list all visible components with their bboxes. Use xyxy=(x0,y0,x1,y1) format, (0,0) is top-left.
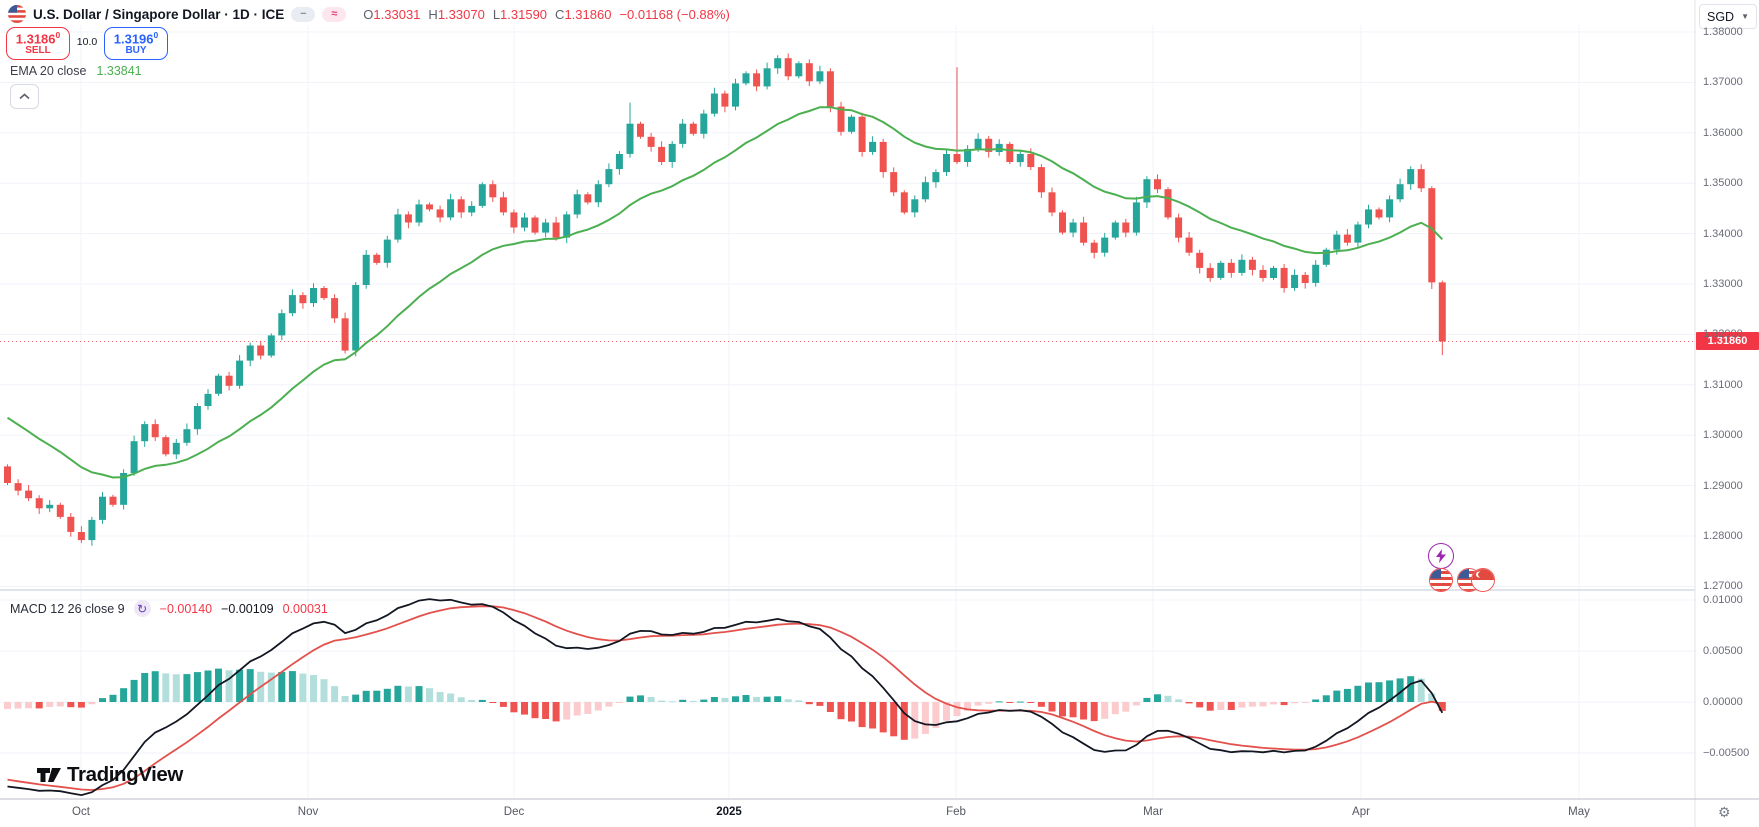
usd-flag-icon xyxy=(8,5,26,23)
time-tick-label: Dec xyxy=(503,806,525,818)
symbol-header: U.S. Dollar / Singapore Dollar · 1D · IC… xyxy=(8,5,730,23)
price-tick-label: 1.28000 xyxy=(1703,530,1743,542)
ema-value: 1.33841 xyxy=(96,64,142,78)
buy-button[interactable]: 1.31960 BUY xyxy=(104,27,168,60)
macd-signal-value: 0.00031 xyxy=(282,601,328,616)
time-tick-label: Mar xyxy=(1143,806,1163,818)
macd-tick-label: 0.01000 xyxy=(1703,594,1743,606)
change-value: −0.01168 (−0.88%) xyxy=(619,6,730,22)
axis-settings-gear-icon[interactable]: ⚙ xyxy=(1718,804,1731,820)
collapse-pane-button[interactable] xyxy=(10,84,39,109)
macd-line-value: −0.00109 xyxy=(221,601,274,616)
price-tick-label: 1.36000 xyxy=(1703,127,1743,139)
macd-hist-value: −0.00140 xyxy=(159,601,213,616)
price-tick-label: 1.31000 xyxy=(1703,379,1743,391)
usd-flag-circle-icon xyxy=(1429,568,1453,592)
macd-tick-label: 0.00500 xyxy=(1703,645,1743,657)
delayed-data-badge[interactable]: ≈ xyxy=(322,6,347,22)
time-tick-label: 2025 xyxy=(716,806,742,818)
tradingview-logo[interactable]: TradingView xyxy=(36,763,183,787)
sgd-flag-circle-icon xyxy=(1471,568,1495,592)
tradingview-logo-mark-icon xyxy=(37,768,61,782)
time-tick-label: Oct xyxy=(72,806,90,818)
symbol-title[interactable]: U.S. Dollar / Singapore Dollar · 1D · IC… xyxy=(33,6,285,22)
usd-sgd-pair-flags-icon xyxy=(1457,568,1495,592)
time-tick-label: May xyxy=(1568,806,1590,818)
price-tick-label: 1.32000 xyxy=(1703,328,1743,340)
price-tick-label: 1.38000 xyxy=(1703,26,1743,38)
price-tick-label: 1.33000 xyxy=(1703,278,1743,290)
price-tick-label: 1.34000 xyxy=(1703,228,1743,240)
price-tick-label: 1.35000 xyxy=(1703,177,1743,189)
refresh-icon[interactable]: ↻ xyxy=(133,600,151,617)
currency-selector[interactable]: SGD ▼ xyxy=(1699,4,1757,29)
macd-signal-line xyxy=(7,605,1443,791)
price-tick-label: 1.29000 xyxy=(1703,480,1743,492)
ema-line xyxy=(6,106,1444,479)
price-tick-label: 1.30000 xyxy=(1703,429,1743,441)
price-tick-label: 1.27000 xyxy=(1703,580,1743,592)
market-status-badge[interactable]: − xyxy=(291,6,316,22)
chevron-up-icon xyxy=(19,93,30,100)
candles-layer xyxy=(4,53,1446,546)
time-tick-label: Nov xyxy=(297,806,319,818)
ema-label: EMA 20 close xyxy=(10,64,87,78)
tradingview-wordmark: TradingView xyxy=(67,763,183,786)
macd-legend: MACD 12 26 close 9 ↻ −0.00140 −0.00109 0… xyxy=(10,600,328,617)
macd-tick-label: −0.00500 xyxy=(1703,747,1750,759)
last-price-tag: 1.31860 xyxy=(1696,332,1759,350)
macd-label: MACD 12 26 close 9 xyxy=(10,601,125,616)
macd-pane xyxy=(4,598,1446,797)
time-tick-label: Feb xyxy=(946,806,966,818)
spread-value: 10.0 xyxy=(76,36,98,48)
time-tick-label: Apr xyxy=(1352,806,1370,818)
instant-order-lightning-icon[interactable] xyxy=(1428,543,1454,569)
macd-tick-label: 0.00000 xyxy=(1703,696,1743,708)
sell-button[interactable]: 1.31860 SELL xyxy=(6,27,70,60)
price-tick-label: 1.37000 xyxy=(1703,76,1743,88)
ohlc-legend: O1.33031 H1.33070 L1.31590 C1.31860 −0.0… xyxy=(363,6,730,22)
chevron-down-icon: ▼ xyxy=(1741,12,1749,21)
ema-legend: EMA 20 close 1.33841 xyxy=(10,64,142,78)
trade-panel: 1.31860 SELL 10.0 1.31960 BUY xyxy=(6,27,168,60)
macd-main-line xyxy=(7,598,1444,797)
currency-label: SGD xyxy=(1706,9,1735,24)
gridlines xyxy=(0,25,1695,799)
